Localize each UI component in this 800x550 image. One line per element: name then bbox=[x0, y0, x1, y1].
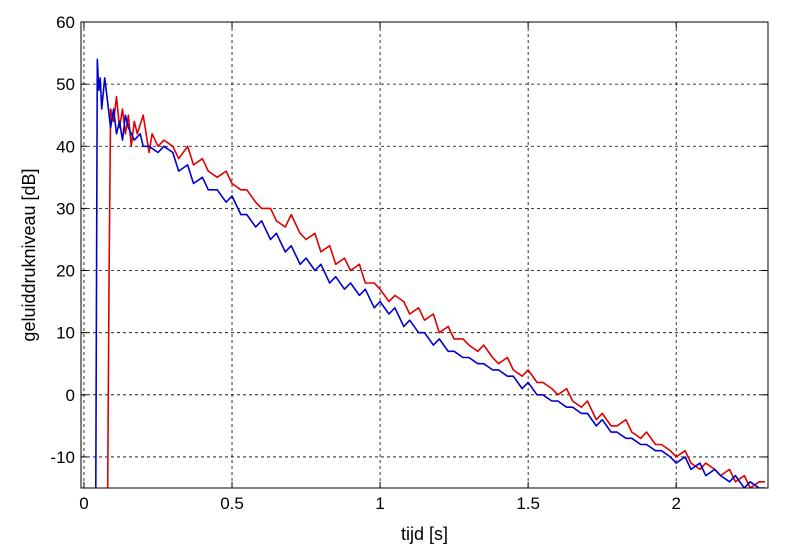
x-axis-label: tijd [s] bbox=[401, 524, 448, 544]
y-tick-label: 60 bbox=[56, 13, 75, 32]
series-group bbox=[95, 58, 765, 488]
plot-frame bbox=[80, 21, 769, 489]
plot-background bbox=[81, 22, 768, 488]
series-line-2 bbox=[95, 58, 765, 488]
series-line-1 bbox=[106, 95, 765, 488]
x-tick-label: 0 bbox=[79, 494, 88, 513]
y-tick-label: 20 bbox=[56, 262, 75, 281]
x-tick-label: 2 bbox=[671, 494, 680, 513]
ticks: 0 0.5 1 1.5 2 -10 0 10 20 30 40 50 60 bbox=[50, 13, 768, 513]
x-tick-label: 1.5 bbox=[516, 494, 540, 513]
y-tick-label: -10 bbox=[50, 448, 75, 467]
y-axis-label: geluiddrukniveau [dB] bbox=[19, 168, 39, 341]
x-tick-label: 1 bbox=[375, 494, 384, 513]
y-tick-label: 0 bbox=[66, 386, 75, 405]
y-tick-label: 40 bbox=[56, 137, 75, 156]
y-tick-label: 30 bbox=[56, 199, 75, 218]
y-tick-label: 50 bbox=[56, 75, 75, 94]
x-tick-label: 0.5 bbox=[220, 494, 244, 513]
y-tick-label: 10 bbox=[56, 324, 75, 343]
